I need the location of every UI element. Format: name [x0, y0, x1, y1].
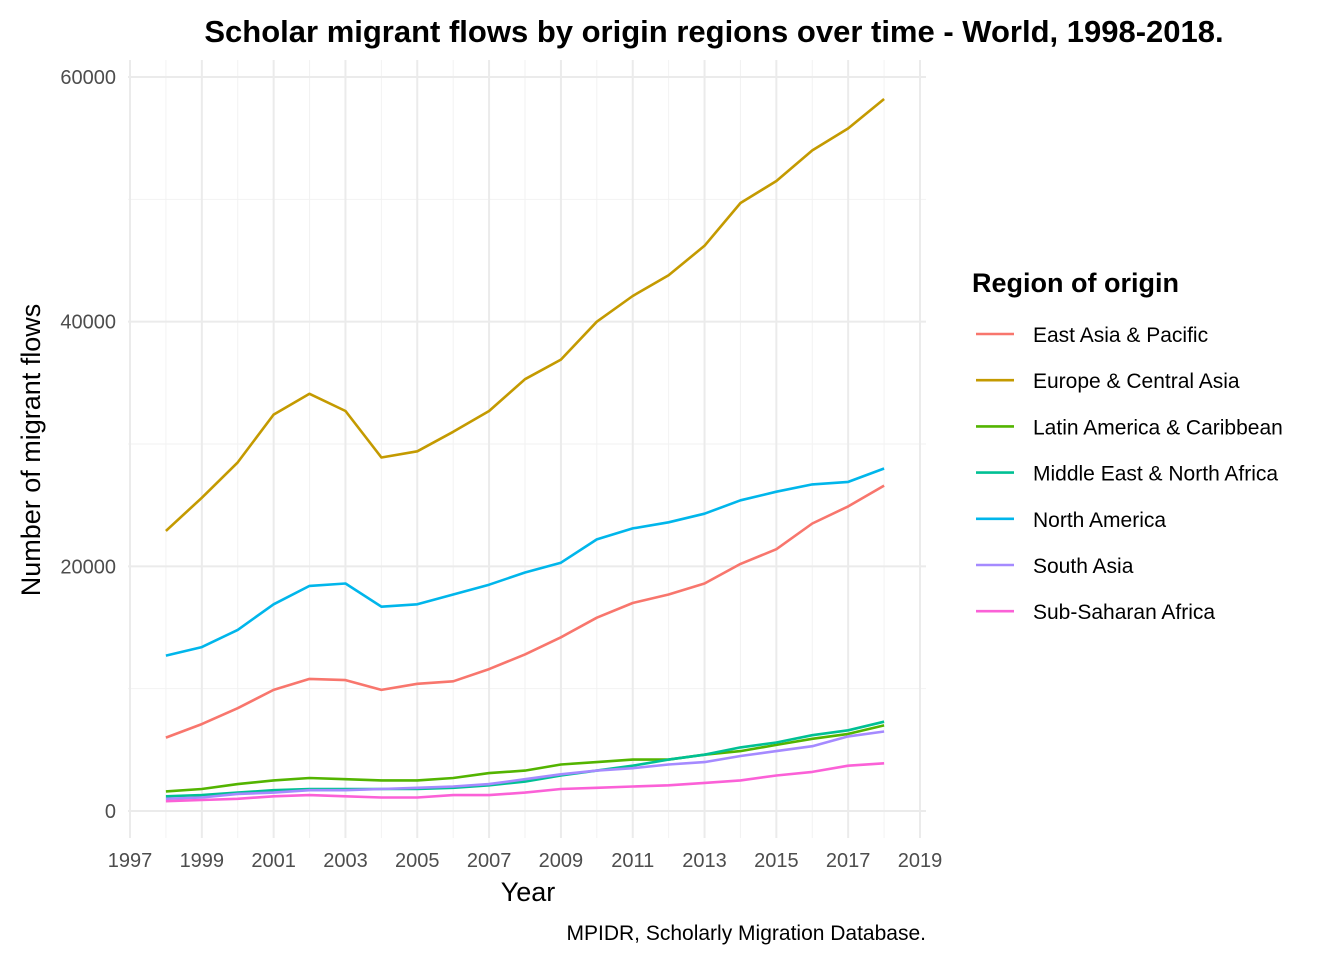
- legend-title: Region of origin: [972, 268, 1179, 298]
- series-line-north-america: [165, 467, 885, 657]
- series-line-europe-central-asia: [165, 97, 885, 532]
- y-axis-title: Number of migrant flows: [16, 304, 46, 597]
- series-line-east-asia-pacific: [165, 484, 885, 739]
- x-tick-label: 2015: [754, 850, 799, 872]
- legend-label-europe-central-asia: Europe & Central Asia: [1033, 370, 1240, 393]
- y-tick-labels: 0 20000 40000 60000: [60, 67, 116, 823]
- x-tick-label: 2013: [682, 850, 727, 872]
- legend-label-sub-saharan-africa: Sub-Saharan Africa: [1033, 601, 1215, 624]
- x-tick-label: 2001: [251, 850, 296, 872]
- legend-label-south-asia: South Asia: [1033, 555, 1134, 578]
- legend-label-latin-america-caribbean: Latin America & Caribbean: [1033, 416, 1283, 439]
- x-tick-label: 2011: [611, 850, 654, 872]
- x-tick-label: 2003: [323, 850, 368, 872]
- x-tick-label: 2005: [395, 850, 440, 872]
- caption: MPIDR, Scholarly Migration Database.: [567, 922, 926, 945]
- x-tick-label: 2009: [539, 850, 584, 872]
- y-tick-label: 0: [105, 801, 116, 823]
- legend-label-east-asia-pacific: East Asia & Pacific: [1033, 324, 1208, 347]
- legend-label-middle-east-north-africa: Middle East & North Africa: [1033, 463, 1278, 486]
- x-axis-title: Year: [501, 877, 556, 907]
- series-line-latin-america-caribbean: [165, 724, 885, 793]
- series-line-sub-saharan-africa: [165, 762, 885, 803]
- grid: [128, 60, 926, 838]
- legend-label-north-america: North America: [1033, 509, 1166, 532]
- x-tick-label: 2019: [898, 850, 943, 872]
- series-line-south-asia: [165, 730, 885, 801]
- x-tick-label: 1997: [108, 850, 153, 872]
- y-tick-label: 60000: [60, 67, 116, 89]
- x-tick-labels: 1997 1999 2001 2003 2005 2007 2009 2011 2013 2015…: [108, 850, 943, 872]
- x-tick-label: 2007: [467, 850, 512, 872]
- y-tick-label: 40000: [60, 312, 116, 334]
- legend: East Asia & Pacific Europe & Central Asia…: [976, 324, 1283, 624]
- series-line-middle-east-north-africa: [165, 720, 885, 798]
- chart-title: Scholar migrant flows by origin regions …: [204, 14, 1223, 49]
- x-tick-label: 1999: [180, 850, 225, 872]
- series-lines: [165, 97, 885, 803]
- y-tick-label: 20000: [60, 556, 116, 578]
- x-tick-label: 2017: [826, 850, 871, 872]
